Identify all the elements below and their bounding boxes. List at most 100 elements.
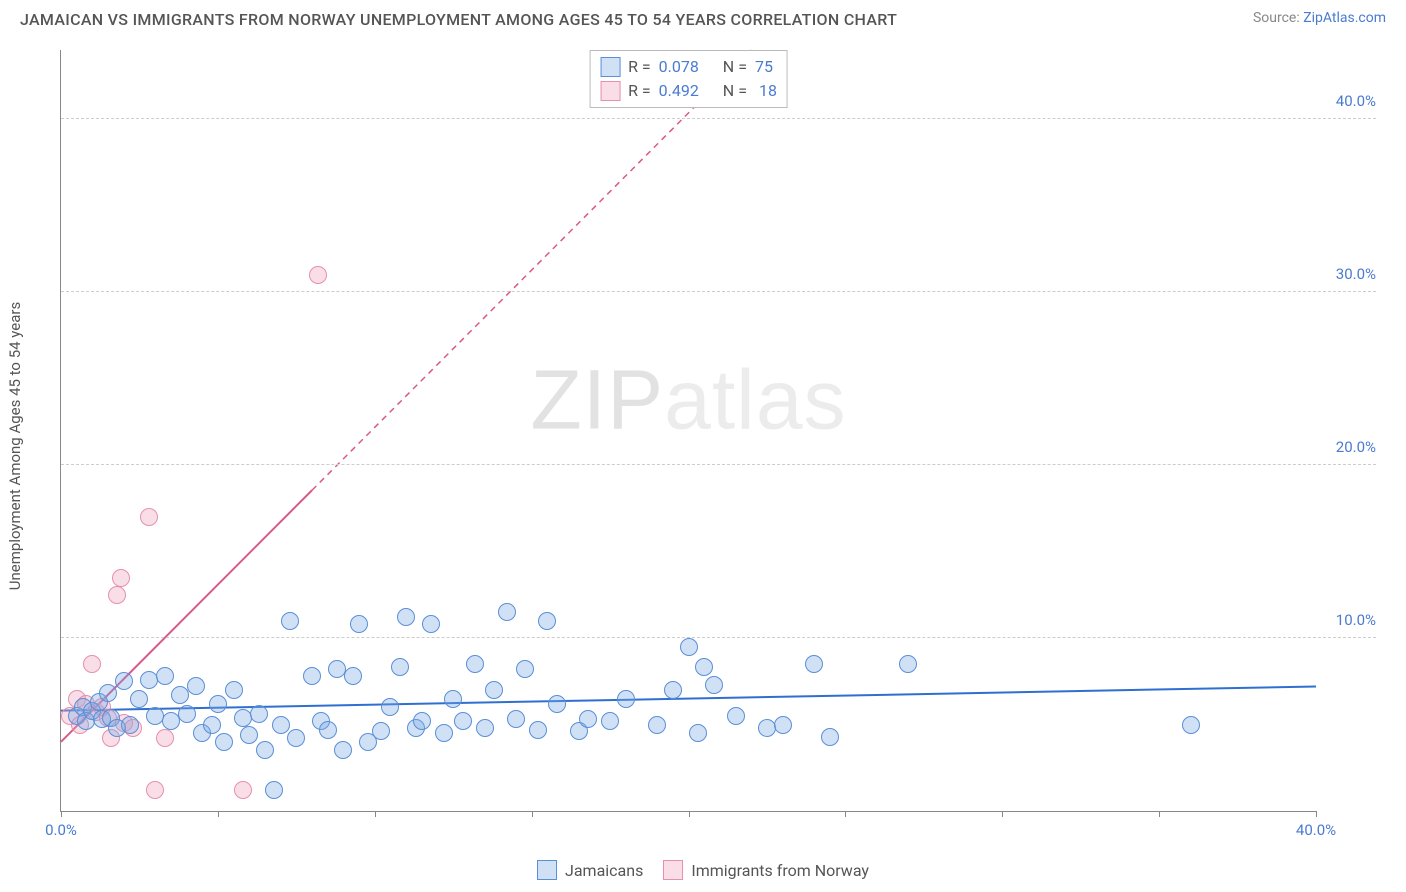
bottom-legend: Jamaicans Immigrants from Norway (537, 860, 869, 880)
data-point-jamaicans (538, 612, 556, 630)
n-label: N = (723, 55, 747, 79)
stats-row-jamaicans: R = 0.078 N = 75 (600, 55, 777, 79)
gridline (61, 291, 1376, 292)
data-point-norway (234, 781, 252, 799)
n-label: N = (723, 79, 747, 103)
chart-title: JAMAICAN VS IMMIGRANTS FROM NORWAY UNEMP… (20, 10, 897, 29)
data-point-jamaicans (178, 705, 196, 723)
x-tick (1316, 811, 1317, 817)
x-tick (218, 811, 219, 817)
r-value-norway: 0.492 (659, 79, 699, 103)
data-point-jamaicans (156, 667, 174, 685)
source-label: Source: (1253, 10, 1300, 26)
data-point-jamaicans (372, 722, 390, 740)
data-point-jamaicans (287, 729, 305, 747)
data-point-jamaicans (240, 726, 258, 744)
legend-item-jamaicans: Jamaicans (537, 860, 643, 880)
gridline (61, 637, 1376, 638)
gridline (61, 464, 1376, 465)
data-point-jamaicans (381, 698, 399, 716)
data-point-jamaicans (727, 707, 745, 725)
x-tick (61, 811, 62, 817)
data-point-jamaicans (121, 716, 139, 734)
swatch-jamaicans-icon (537, 860, 557, 880)
data-point-jamaicans (272, 716, 290, 734)
swatch-jamaicans-icon (600, 57, 620, 77)
data-point-jamaicans (664, 681, 682, 699)
x-tick-label: 0.0% (45, 821, 77, 839)
x-tick-label: 40.0% (1296, 821, 1336, 839)
y-tick-label: 20.0% (1336, 438, 1376, 456)
legend-label-jamaicans: Jamaicans (565, 861, 643, 880)
data-point-norway (146, 781, 164, 799)
data-point-jamaicans (422, 615, 440, 633)
data-point-jamaicans (435, 724, 453, 742)
data-point-jamaicans (444, 690, 462, 708)
data-point-jamaicans (130, 690, 148, 708)
legend-label-norway: Immigrants from Norway (691, 861, 869, 880)
stats-row-norway: R = 0.492 N = 18 (600, 79, 777, 103)
data-point-jamaicans (303, 667, 321, 685)
data-point-jamaicans (319, 721, 337, 739)
data-point-jamaicans (507, 710, 525, 728)
data-point-jamaicans (485, 681, 503, 699)
y-tick-label: 40.0% (1336, 92, 1376, 110)
x-tick (845, 811, 846, 817)
data-point-jamaicans (516, 660, 534, 678)
data-point-jamaicans (548, 695, 566, 713)
chart-container: Unemployment Among Ages 45 to 54 years Z… (50, 50, 1386, 842)
data-point-jamaicans (579, 710, 597, 728)
data-point-jamaicans (454, 712, 472, 730)
data-point-jamaicans (350, 615, 368, 633)
data-point-jamaicans (689, 724, 707, 742)
data-point-jamaicans (466, 655, 484, 673)
data-point-jamaicans (774, 716, 792, 734)
data-point-jamaicans (203, 716, 221, 734)
source-attribution: Source: ZipAtlas.com (1253, 10, 1386, 26)
data-point-jamaicans (281, 612, 299, 630)
x-tick (1159, 811, 1160, 817)
trend-lines (61, 50, 1316, 811)
data-point-jamaicans (256, 741, 274, 759)
data-point-jamaicans (397, 608, 415, 626)
data-point-jamaicans (648, 716, 666, 734)
data-point-jamaicans (215, 733, 233, 751)
data-point-norway (309, 266, 327, 284)
data-point-jamaicans (250, 705, 268, 723)
data-point-jamaicans (115, 672, 133, 690)
data-point-jamaicans (498, 603, 516, 621)
y-axis-label: Unemployment Among Ages 45 to 54 years (6, 302, 24, 590)
swatch-norway-icon (663, 860, 683, 880)
legend-item-norway: Immigrants from Norway (663, 860, 869, 880)
data-point-jamaicans (476, 719, 494, 737)
data-point-jamaicans (391, 658, 409, 676)
data-point-jamaicans (617, 690, 635, 708)
y-tick-label: 30.0% (1336, 265, 1376, 283)
data-point-jamaicans (225, 681, 243, 699)
n-value-norway: 18 (755, 79, 777, 103)
data-point-jamaicans (187, 677, 205, 695)
stats-box: R = 0.078 N = 75 R = 0.492 N = 18 (589, 50, 788, 108)
data-point-jamaicans (705, 676, 723, 694)
data-point-jamaicans (344, 667, 362, 685)
data-point-norway (140, 508, 158, 526)
data-point-jamaicans (899, 655, 917, 673)
gridline (61, 118, 1376, 119)
n-value-jamaicans: 75 (755, 55, 773, 79)
watermark: ZIPatlas (530, 352, 846, 449)
data-point-norway (83, 655, 101, 673)
x-tick (1002, 811, 1003, 817)
data-point-jamaicans (680, 638, 698, 656)
data-point-jamaicans (601, 712, 619, 730)
r-label: R = (628, 79, 651, 103)
r-value-jamaicans: 0.078 (659, 55, 699, 79)
source-link[interactable]: ZipAtlas.com (1303, 10, 1386, 26)
data-point-norway (112, 569, 130, 587)
x-tick (375, 811, 376, 817)
swatch-norway-icon (600, 81, 620, 101)
data-point-jamaicans (1182, 716, 1200, 734)
data-point-jamaicans (334, 741, 352, 759)
data-point-jamaicans (805, 655, 823, 673)
y-tick-label: 10.0% (1336, 611, 1376, 629)
plot-area: ZIPatlas R = 0.078 N = 75 R = 0.492 N = … (60, 50, 1316, 812)
